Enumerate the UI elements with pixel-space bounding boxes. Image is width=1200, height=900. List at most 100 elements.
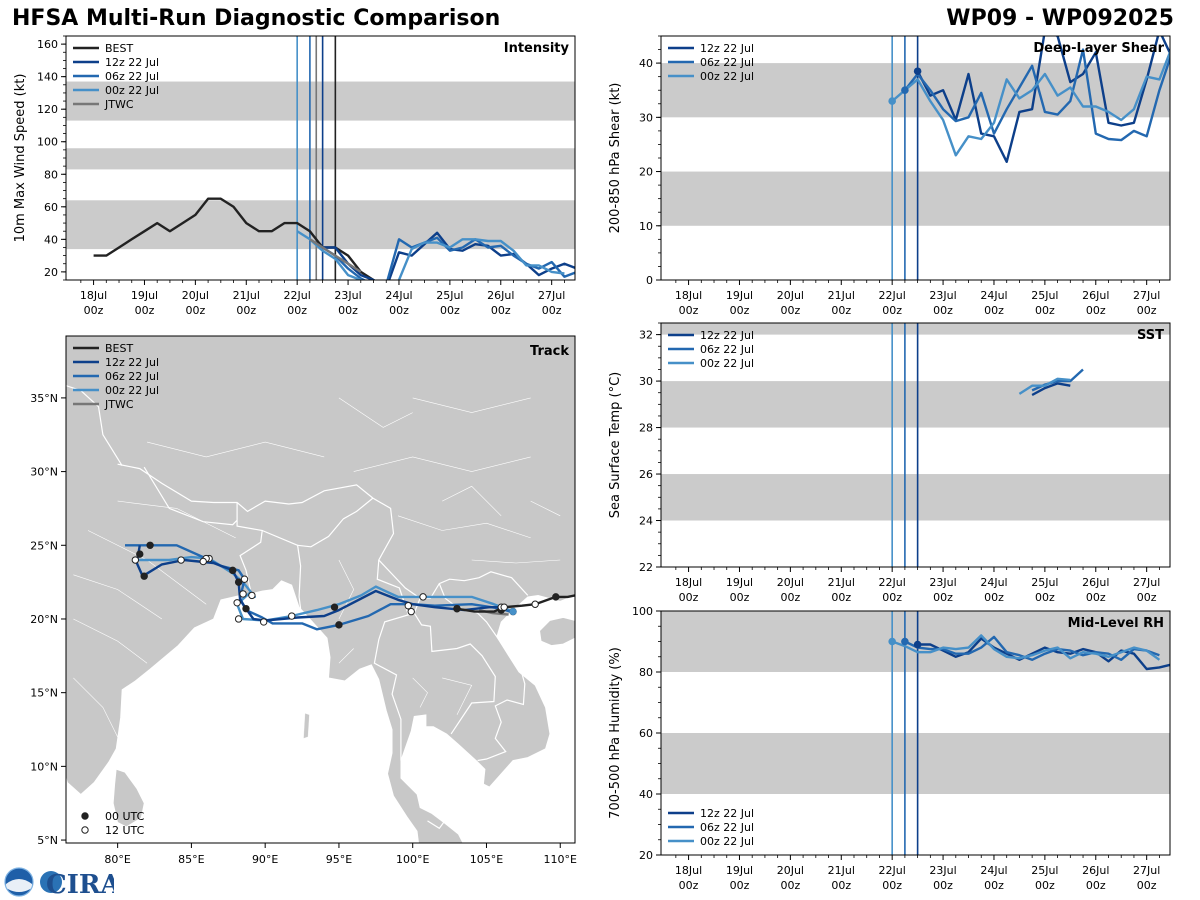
intensity-legend-item: 12z 22 Jul <box>105 56 159 69</box>
country-border <box>297 497 374 548</box>
sst-band <box>661 323 1170 335</box>
track-init-dot <box>509 608 517 616</box>
shear-xtick-label: 21Jul <box>828 289 855 302</box>
shear-ytick-label: 10 <box>639 220 653 233</box>
shear-xtick-label: 18Jul <box>675 289 702 302</box>
intensity-band <box>66 148 575 170</box>
sst-xtick-label: 25Jul <box>1031 576 1058 589</box>
admin-border <box>471 559 561 564</box>
sst-xtick-sublabel: 00z <box>933 591 953 604</box>
rh-ytick-label: 80 <box>639 666 653 679</box>
admin-border <box>73 618 148 664</box>
intensity-xtick-sublabel: 00z <box>135 304 155 317</box>
track-lat-label: 25°N <box>30 539 58 552</box>
shear-xtick-sublabel: 00z <box>882 304 902 317</box>
rh-xtick-label: 19Jul <box>726 864 753 877</box>
intensity-label: Intensity <box>504 41 570 56</box>
sst-xtick-label: 18Jul <box>675 576 702 589</box>
intensity-ytick-label: 160 <box>37 38 58 51</box>
intensity-xtick-sublabel: 00z <box>338 304 358 317</box>
shear-ytick-label: 20 <box>639 166 653 179</box>
track-marker-12utc <box>248 591 256 600</box>
intensity-xtick-label: 18Jul <box>80 289 107 302</box>
track-lon-label: 95°E <box>326 853 352 866</box>
sst-xtick-sublabel: 00z <box>679 591 699 604</box>
shear-xtick-label: 24Jul <box>980 289 1007 302</box>
intensity-ytick-label: 100 <box>37 136 58 149</box>
shear-xtick-label: 20Jul <box>777 289 804 302</box>
track-marker-00utc <box>234 578 243 586</box>
track-marker-legend-item: 00 UTC <box>105 810 145 823</box>
sst-band <box>661 381 1170 428</box>
track-marker-12utc <box>404 602 412 610</box>
intensity-xtick-sublabel: 00z <box>185 304 205 317</box>
intensity-xtick-sublabel: 00z <box>84 304 104 317</box>
rh-legend-item: 12z 22 Jul <box>700 807 754 820</box>
rh-xtick-label: 27Jul <box>1133 864 1160 877</box>
admin-border <box>412 397 531 413</box>
admin-border <box>442 485 502 517</box>
shear-xtick-sublabel: 00z <box>1086 304 1106 317</box>
intensity-ytick-label: 60 <box>44 201 58 214</box>
track-marker-legend-item: 12 UTC <box>105 824 145 837</box>
sst-xtick-sublabel: 00z <box>984 591 1004 604</box>
sst-xtick-label: 23Jul <box>929 576 956 589</box>
rh-xtick-label: 20Jul <box>777 864 804 877</box>
admin-border <box>530 500 561 517</box>
track-legend-item: BEST <box>105 342 133 355</box>
rh-xtick-sublabel: 00z <box>780 879 800 892</box>
intensity-xtick-label: 20Jul <box>182 289 209 302</box>
track-marker-00utc <box>330 603 339 611</box>
rh-band <box>661 733 1170 794</box>
rh-xtick-label: 23Jul <box>929 864 956 877</box>
track-marker-12utc <box>233 599 241 607</box>
country-border <box>373 598 421 761</box>
track-map-group <box>66 336 575 843</box>
sst-ytick-label: 30 <box>639 375 653 388</box>
intensity-xtick-sublabel: 00z <box>542 304 562 317</box>
intensity-xtick-sublabel: 00z <box>236 304 256 317</box>
track-line-1 <box>135 545 506 622</box>
shear-xtick-label: 25Jul <box>1031 289 1058 302</box>
intensity-xtick-label: 22Jul <box>284 289 311 302</box>
track-marker-12utc <box>199 557 207 566</box>
shear-ytick-label: 40 <box>639 57 653 70</box>
track-marker-12utc <box>419 593 427 601</box>
track-lon-label: 100°E <box>396 853 429 866</box>
shear-init-dot <box>913 67 922 76</box>
rh-xtick-sublabel: 00z <box>933 879 953 892</box>
track-lon-label: 105°E <box>470 853 503 866</box>
shear-xtick-label: 22Jul <box>879 289 906 302</box>
intensity-xtick-sublabel: 00z <box>440 304 460 317</box>
shear-ytick-label: 0 <box>646 274 653 287</box>
track-legend-item: 06z 22 Jul <box>105 370 159 383</box>
sst-ytick-label: 32 <box>639 329 653 342</box>
shear-xtick-sublabel: 00z <box>780 304 800 317</box>
track-label: Track <box>530 344 569 359</box>
intensity-xtick-sublabel: 00z <box>491 304 511 317</box>
intensity-ytick-label: 140 <box>37 71 58 84</box>
sst-xtick-sublabel: 00z <box>730 591 750 604</box>
intensity-panel: 20 40 60 80 100 120 140 160 18Jul 00z 19Jul 00z 20Ju… <box>13 35 576 317</box>
shear-xtick-sublabel: 00z <box>1137 304 1157 317</box>
intensity-xtick-sublabel: 00z <box>389 304 409 317</box>
shear-legend-item: 06z 22 Jul <box>700 56 754 69</box>
rh-init-dot <box>888 637 896 646</box>
intensity-series-4 <box>309 238 362 273</box>
track-lon-label: 90°E <box>252 853 278 866</box>
sst-ytick-label: 22 <box>639 561 653 574</box>
track-marker-00utc <box>140 572 148 580</box>
admin-border <box>338 648 354 664</box>
sst-ytick-label: 26 <box>639 468 653 481</box>
country-border <box>66 385 123 467</box>
intensity-xtick-label: 26Jul <box>487 289 514 302</box>
rh-xtick-label: 22Jul <box>879 864 906 877</box>
track-lat-label: 35°N <box>30 392 58 405</box>
intensity-xtick-label: 19Jul <box>131 289 158 302</box>
track-marker-12utc <box>531 600 539 608</box>
track-marker-12utc <box>131 556 140 564</box>
track-marker-12utc <box>500 603 508 611</box>
sst-ytick-label: 28 <box>639 422 653 435</box>
shear-init-dot <box>888 97 896 105</box>
sri-lanka-landmass <box>112 768 145 828</box>
